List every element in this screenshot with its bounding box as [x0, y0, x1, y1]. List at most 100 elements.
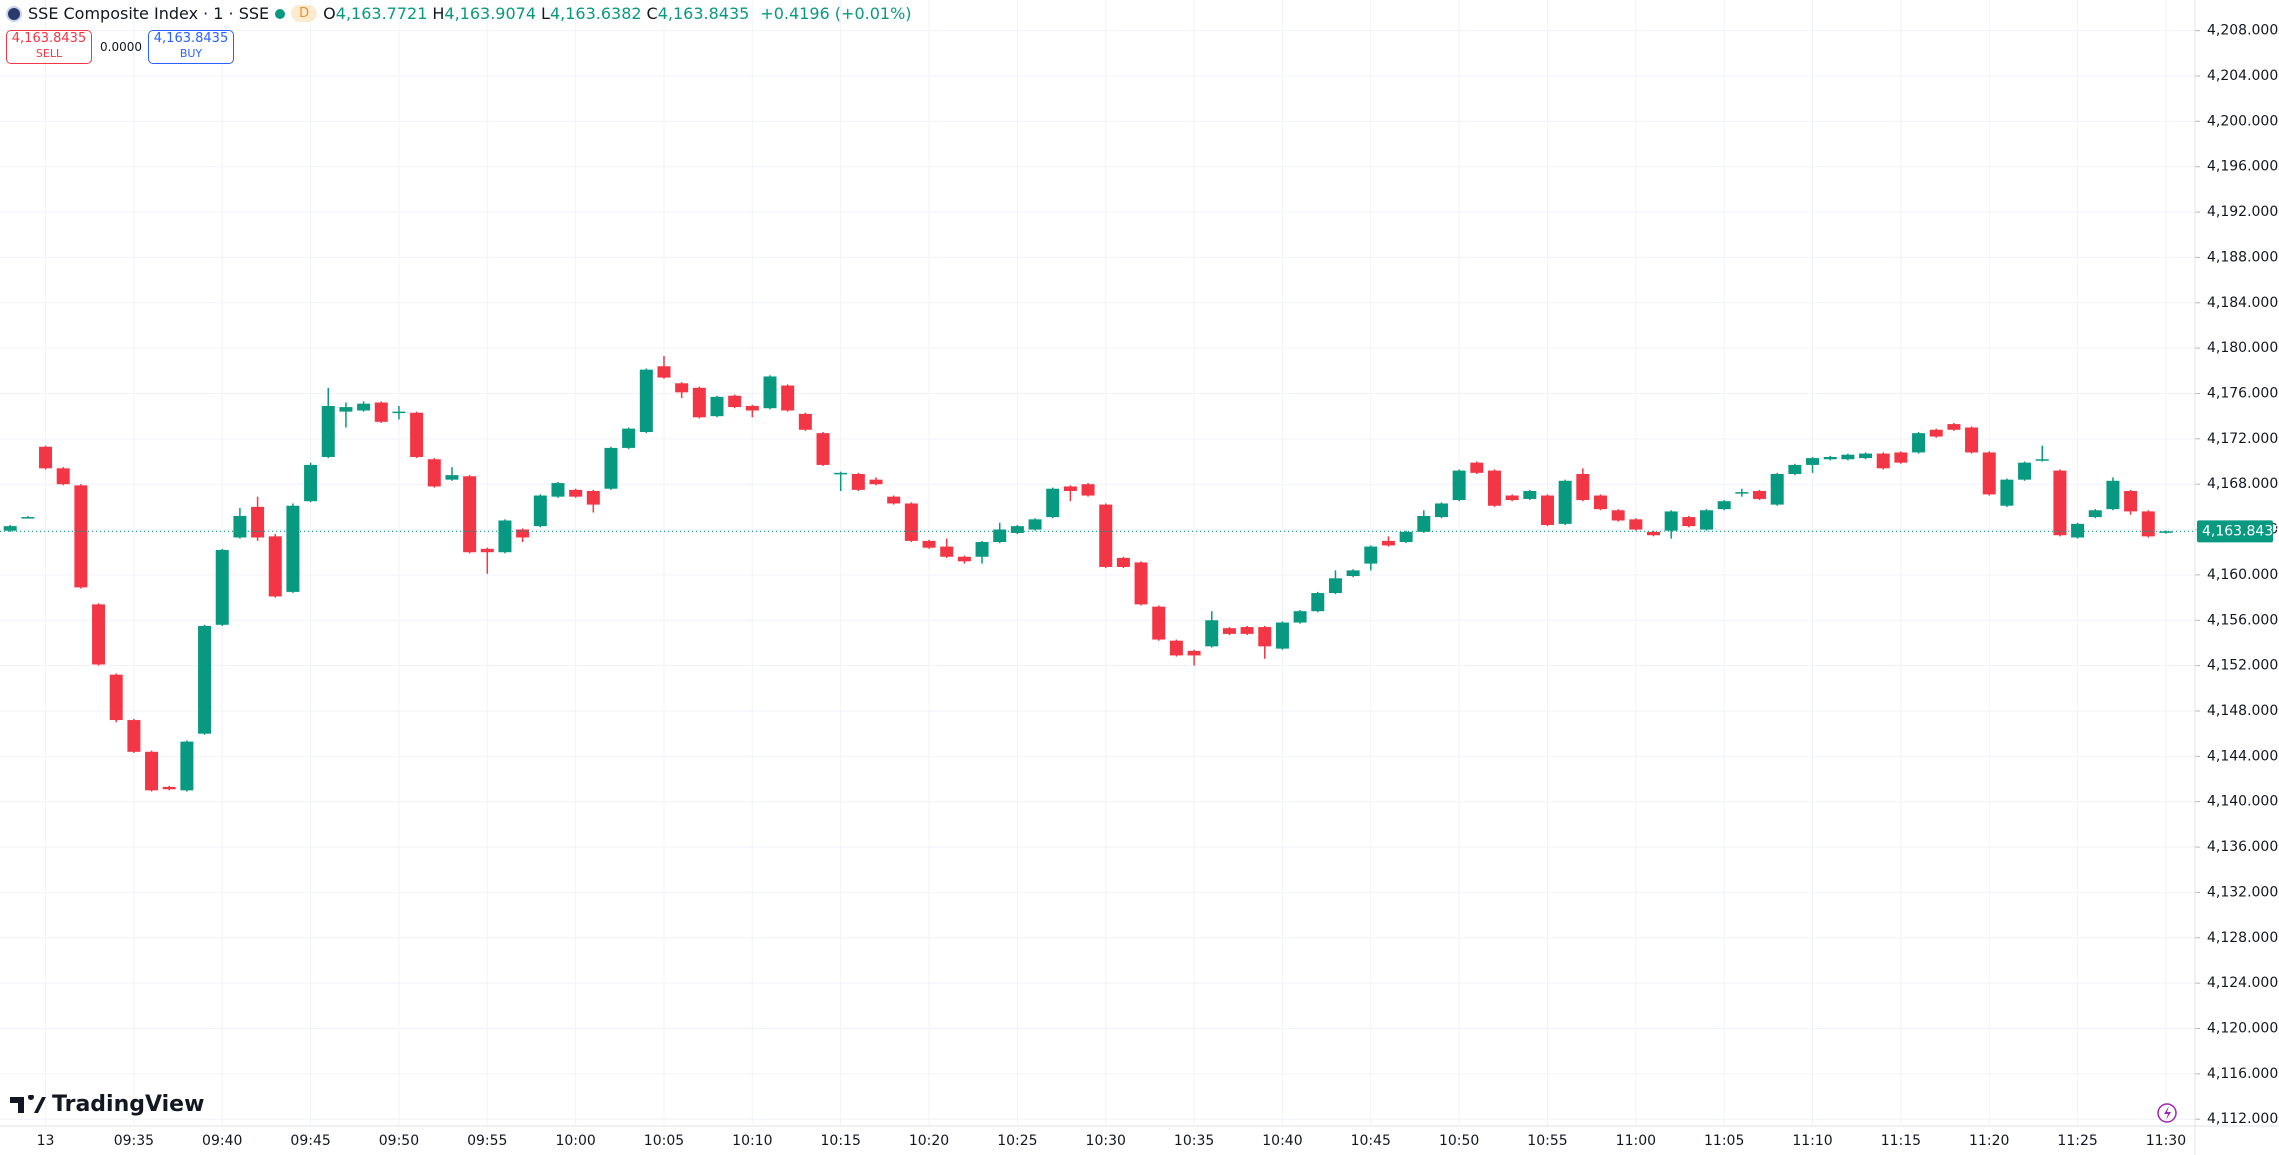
- candle-body: [1028, 519, 1042, 530]
- candle-body: [869, 479, 883, 485]
- candle-body: [1099, 504, 1113, 567]
- candle-body: [180, 741, 194, 791]
- candle-body: [357, 403, 371, 411]
- candle-body: [851, 473, 865, 490]
- sell-button[interactable]: 4,163.8435 SELL: [6, 30, 92, 64]
- candle-body: [233, 515, 247, 538]
- candle-body: [1823, 456, 1837, 460]
- candle-body: [1134, 562, 1148, 605]
- candle-body: [1311, 593, 1325, 612]
- candle-body: [1664, 511, 1678, 531]
- y-tick-label: 4,132.0000: [2207, 884, 2279, 900]
- branding[interactable]: TradingView: [10, 1092, 204, 1117]
- x-tick-label: 10:25: [997, 1133, 1037, 1149]
- x-tick-label: 09:35: [114, 1133, 154, 1149]
- candle-body: [1876, 453, 1890, 469]
- buy-button[interactable]: 4,163.8435 BUY: [148, 30, 234, 64]
- x-tick-label: 11:25: [2057, 1133, 2097, 1149]
- change: +0.4196 (+0.01%): [760, 4, 912, 23]
- candle-body: [1505, 495, 1519, 501]
- candle-body: [2106, 480, 2120, 510]
- ohlc-values: O4,163.7721 H4,163.9074 L4,163.6382 C4,163.…: [323, 4, 754, 23]
- last-price-box: [2197, 520, 2273, 543]
- y-tick-label: 4,124.0000: [2207, 975, 2279, 991]
- ohlc-label: O: [323, 4, 336, 23]
- ohlc-value: 4,163.7721: [335, 4, 428, 23]
- y-tick-label: 4,128.0000: [2207, 930, 2279, 946]
- candle-body: [286, 505, 300, 592]
- candle-body: [1558, 480, 1572, 524]
- x-tick-label: 10:50: [1439, 1133, 1479, 1149]
- candle-body: [1434, 503, 1448, 518]
- candle-body: [127, 720, 141, 752]
- candle-body: [1328, 578, 1342, 594]
- candle-body: [1381, 540, 1395, 546]
- candle-body: [1717, 501, 1731, 510]
- candle-body: [1452, 470, 1466, 501]
- candle-body: [887, 496, 901, 504]
- ohlc-value: 4,163.8435: [657, 4, 750, 23]
- brand-name: TradingView: [52, 1092, 205, 1117]
- candle-body: [1735, 492, 1749, 494]
- candle-body: [1912, 433, 1926, 453]
- y-tick-label: 4,184.0000: [2207, 295, 2279, 311]
- symbol-icon: [6, 5, 22, 22]
- candle-body: [1523, 490, 1537, 499]
- candle-body: [1540, 495, 1554, 526]
- candle-body: [904, 503, 918, 541]
- candle-body: [1046, 488, 1060, 518]
- candle-body: [533, 495, 547, 527]
- candle-body: [339, 407, 353, 412]
- y-tick-label: 4,112.0000: [2207, 1111, 2279, 1127]
- candle-body: [1346, 570, 1360, 577]
- candle-body: [1859, 453, 1873, 459]
- candle-body: [1293, 611, 1307, 623]
- candle-body: [56, 468, 70, 485]
- candle-body: [1487, 470, 1501, 506]
- candle-body: [1470, 462, 1484, 473]
- candle-body: [1629, 519, 1643, 530]
- x-tick-label: 10:45: [1351, 1133, 1391, 1149]
- candle-body: [1169, 640, 1183, 656]
- y-tick-label: 4,188.0000: [2207, 249, 2279, 265]
- last-price-label: 4,163.8435: [2202, 523, 2279, 539]
- candle-body: [109, 674, 123, 721]
- candle-body: [1753, 490, 1767, 499]
- candle-body: [198, 625, 212, 734]
- candle-body: [516, 529, 530, 538]
- buy-label: BUY: [179, 47, 203, 60]
- candle-body: [427, 459, 441, 487]
- sell-label: SELL: [35, 47, 63, 60]
- x-tick-label: 09:50: [379, 1133, 419, 1149]
- alert-icon[interactable]: [2157, 1103, 2177, 1123]
- candle-body: [498, 520, 512, 553]
- x-tick-label: 09:40: [202, 1133, 242, 1149]
- x-tick-label: 11:15: [1881, 1133, 1921, 1149]
- candle-body: [940, 546, 954, 557]
- candle-body: [92, 604, 106, 665]
- candle-body: [834, 472, 848, 475]
- candle-body: [639, 369, 653, 433]
- candle-body: [1010, 526, 1024, 533]
- x-tick-label: 10:30: [1086, 1133, 1126, 1149]
- plot-background: [0, 0, 2195, 1126]
- candle-body: [1205, 620, 1219, 647]
- candle-body: [2035, 459, 2049, 461]
- x-tick-label: 09:45: [290, 1133, 330, 1149]
- candle-body: [1806, 458, 1820, 465]
- y-tick-label: 4,172.0000: [2207, 431, 2279, 447]
- candle-body: [781, 385, 795, 411]
- candle-body: [39, 446, 53, 469]
- candle-body: [1594, 495, 1607, 510]
- y-tick-label: 4,168.0000: [2207, 476, 2279, 492]
- sell-price: 4,163.8435: [11, 31, 87, 46]
- candle-body: [551, 483, 565, 497]
- buy-price: 4,163.8435: [153, 31, 229, 46]
- x-tick-label: 10:20: [909, 1133, 949, 1149]
- x-tick-label: 10:05: [644, 1133, 684, 1149]
- y-tick-label: 4,148.0000: [2207, 703, 2279, 719]
- symbol-title[interactable]: SSE Composite Index · 1 · SSE: [28, 4, 270, 23]
- x-tick-label: 10:15: [821, 1133, 861, 1149]
- candle-body: [3, 526, 17, 531]
